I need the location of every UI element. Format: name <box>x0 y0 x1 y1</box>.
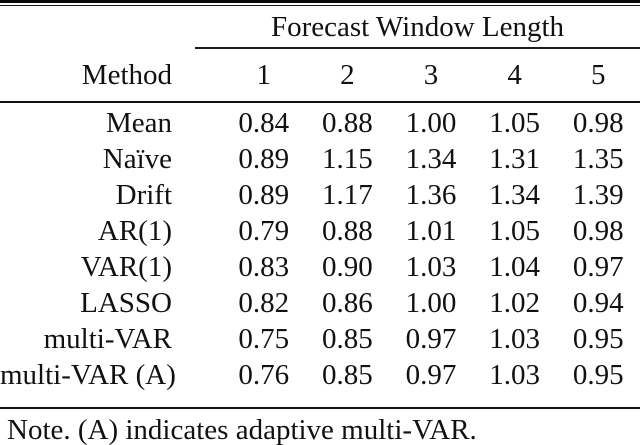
value-cell: 0.76 <box>238 358 290 391</box>
value-cell: 0.85 <box>322 322 373 355</box>
method-header: Method <box>81 58 172 91</box>
method-column-spacer <box>0 6 222 49</box>
table-row: LASSO 0.82 0.86 1.00 1.02 0.94 <box>0 285 640 321</box>
value-cell: 0.94 <box>572 286 624 319</box>
method-label: LASSO <box>80 286 172 319</box>
table-row: VAR(1) 0.83 0.90 1.03 1.04 0.97 <box>0 249 640 285</box>
top-rule-thin <box>0 5 640 6</box>
value-cell: 1.03 <box>489 358 540 391</box>
table-row: Mean 0.84 0.88 1.00 1.05 0.98 <box>0 105 640 141</box>
value-cell: 1.36 <box>405 178 457 211</box>
value-cell: 1.03 <box>405 250 457 283</box>
value-cell: 0.84 <box>238 106 290 139</box>
value-cell: 0.75 <box>238 322 290 355</box>
value-cell: 1.34 <box>489 178 540 211</box>
value-cell: 1.04 <box>489 250 540 283</box>
method-label: multi-VAR <box>43 322 172 355</box>
bottom-spacer <box>0 393 640 407</box>
value-cell: 0.97 <box>405 358 457 391</box>
table-header-spanner-row: Forecast Window Length <box>0 6 640 49</box>
value-cell: 0.90 <box>322 250 373 283</box>
value-cell: 1.01 <box>405 214 457 247</box>
value-cell: 0.97 <box>405 322 457 355</box>
value-cell: 1.03 <box>489 322 540 355</box>
bottom-rule <box>0 407 640 409</box>
value-cell: 0.98 <box>572 214 624 247</box>
value-cell: 0.79 <box>238 214 290 247</box>
window-header-2: 2 <box>340 58 355 91</box>
table-row: Drift 0.89 1.17 1.36 1.34 1.39 <box>0 177 640 213</box>
value-cell: 1.31 <box>489 142 540 175</box>
method-label: Mean <box>105 106 172 139</box>
value-cell: 0.82 <box>238 286 290 319</box>
table-row: multi-VAR (A) 0.76 0.85 0.97 1.03 0.95 <box>0 357 640 393</box>
value-cell: 1.05 <box>489 214 540 247</box>
table-header-row: Method 1 2 3 4 5 <box>0 49 640 101</box>
value-cell: 0.89 <box>238 178 290 211</box>
window-header-3: 3 <box>423 58 439 91</box>
table-note: Note. (A) indicates adaptive multi-VAR. <box>7 414 477 445</box>
method-label: Drift <box>115 178 172 211</box>
value-cell: 1.17 <box>322 178 373 211</box>
value-cell: 1.00 <box>405 286 457 319</box>
table-body: Mean 0.84 0.88 1.00 1.05 0.98 Naïve 0.89 1.15 1.3… <box>0 103 640 393</box>
method-label: multi-VAR (A) <box>0 358 176 391</box>
value-cell: 1.02 <box>489 286 540 319</box>
value-cell: 1.34 <box>405 142 457 175</box>
value-cell: 0.89 <box>238 142 290 175</box>
value-cell: 1.39 <box>572 178 624 211</box>
value-cell: 1.00 <box>405 106 457 139</box>
value-cell: 0.95 <box>572 358 624 391</box>
method-label: AR(1) <box>97 214 172 247</box>
forecast-window-length-group: Forecast Window Length <box>195 6 640 49</box>
spanner-title: Forecast Window Length <box>270 11 565 43</box>
value-cell: 0.88 <box>322 106 373 139</box>
window-header-5: 5 <box>590 58 606 91</box>
value-cell: 0.83 <box>238 250 290 283</box>
value-cell: 1.15 <box>322 142 373 175</box>
value-cell: 0.97 <box>572 250 624 283</box>
table-row: Naïve 0.89 1.15 1.34 1.31 1.35 <box>0 141 640 177</box>
method-label: Naïve <box>102 142 172 175</box>
window-header-1: 1 <box>256 58 272 91</box>
top-rule-heavy <box>0 0 640 3</box>
window-header-4: 4 <box>507 58 522 91</box>
table-row: multi-VAR 0.75 0.85 0.97 1.03 0.95 <box>0 321 640 357</box>
value-cell: 0.98 <box>572 106 624 139</box>
value-cell: 0.85 <box>322 358 373 391</box>
value-cell: 1.35 <box>572 142 624 175</box>
value-cell: 0.88 <box>322 214 373 247</box>
header-bottom-rule <box>0 101 640 103</box>
value-cell: 0.86 <box>322 286 373 319</box>
value-cell: 1.05 <box>489 106 540 139</box>
table-row: AR(1) 0.79 0.88 1.01 1.05 0.98 <box>0 213 640 249</box>
method-label: VAR(1) <box>80 250 172 283</box>
value-cell: 0.95 <box>572 322 624 355</box>
